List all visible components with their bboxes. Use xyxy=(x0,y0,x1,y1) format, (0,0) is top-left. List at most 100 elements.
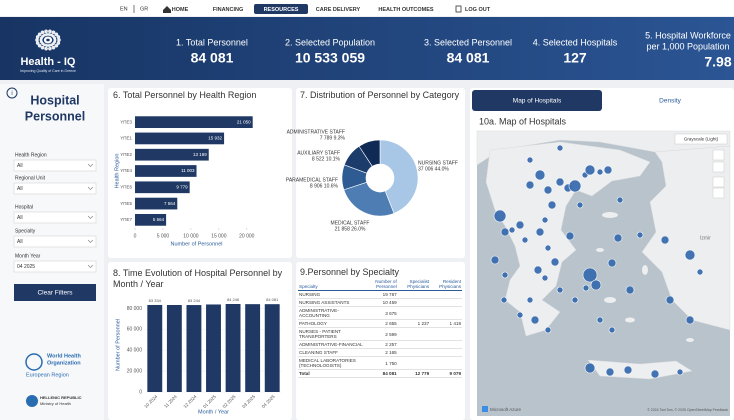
hospital-dot[interactable] xyxy=(607,258,617,268)
table-row: ADMINISTRATIVE-ACCOUNTING 3 675 xyxy=(298,306,462,320)
info-i: i xyxy=(11,91,12,97)
nav-item[interactable]: HEALTH OUTCOMES xyxy=(378,7,434,13)
hospital-dot[interactable] xyxy=(556,144,564,152)
pie-slice xyxy=(343,181,395,217)
hospital-dot[interactable] xyxy=(576,201,584,209)
hospital-dot[interactable] xyxy=(616,196,624,204)
hospital-dot[interactable] xyxy=(636,231,644,239)
clear-button-label: Clear Filters xyxy=(37,290,73,297)
hospital-dot[interactable] xyxy=(685,315,695,325)
logo-dot xyxy=(37,43,42,48)
map-tab[interactable]: Density xyxy=(659,98,681,105)
hospital-dot[interactable] xyxy=(568,179,582,193)
hospital-dot[interactable] xyxy=(535,227,545,237)
hospital-dot[interactable] xyxy=(665,295,675,305)
hospital-dot[interactable] xyxy=(676,368,684,376)
x-axis-title: Number of Personnel xyxy=(171,241,223,247)
nav-item[interactable]: CARE DELIVERY xyxy=(316,7,361,13)
hospital-dot[interactable] xyxy=(500,296,508,304)
hospital-dot[interactable] xyxy=(490,255,500,265)
hospital-dot[interactable] xyxy=(584,362,596,374)
hospital-dot[interactable] xyxy=(515,220,525,230)
lang-gr[interactable]: GR xyxy=(140,6,148,12)
hospital-dot[interactable] xyxy=(544,326,552,334)
hospital-dot[interactable] xyxy=(543,185,553,195)
hospital-dot[interactable] xyxy=(508,226,516,234)
map-control[interactable] xyxy=(712,187,725,199)
filter-dropdown[interactable] xyxy=(13,159,97,172)
hospital-dot[interactable] xyxy=(530,315,540,325)
table-cell: MEDICAL LABORATORIES (TECHNOLOGISTS) xyxy=(298,356,366,370)
lang-en[interactable]: EN xyxy=(120,6,128,12)
hospital-dot[interactable] xyxy=(556,286,564,294)
table-cell xyxy=(430,306,462,320)
map-control[interactable] xyxy=(712,149,725,161)
hospital-dot[interactable] xyxy=(565,231,575,241)
hospital-dot[interactable] xyxy=(608,326,616,334)
hospital-dot[interactable] xyxy=(696,268,704,276)
hospital-dot[interactable] xyxy=(596,316,604,324)
hospital-dot[interactable] xyxy=(500,227,510,237)
table-row: NURSES - PATIENT TRANSPORTERS 2 599 xyxy=(298,327,462,341)
nav-item[interactable]: RESOURCES xyxy=(264,7,299,13)
hospital-dot[interactable] xyxy=(541,274,549,282)
hospital-dot[interactable] xyxy=(550,257,560,267)
hospital-dot[interactable] xyxy=(541,216,549,224)
y-tick-label: ΥΠΕ7 xyxy=(120,217,132,222)
hospital-dot[interactable] xyxy=(571,296,579,304)
hospital-dot[interactable] xyxy=(582,284,590,292)
hospital-dot[interactable] xyxy=(544,244,552,252)
hospital-dot[interactable] xyxy=(605,367,615,377)
hospital-dot[interactable] xyxy=(590,279,602,291)
bar xyxy=(147,304,163,392)
style-label[interactable]: Grayscale (Light) xyxy=(684,137,719,142)
table-cell xyxy=(397,340,431,349)
hospital-dot[interactable] xyxy=(534,169,546,181)
slice-value: 8 522 10.1% xyxy=(312,156,341,162)
hospital-dot[interactable] xyxy=(603,165,613,175)
logo-dot xyxy=(35,35,40,39)
hospital-dot[interactable] xyxy=(501,271,509,279)
clear-button[interactable] xyxy=(14,284,96,301)
style-picker[interactable] xyxy=(674,133,728,145)
hospital-dot[interactable] xyxy=(613,233,623,243)
hospital-dot[interactable] xyxy=(521,236,529,244)
logout[interactable]: LOG OUT xyxy=(465,7,491,13)
hospital-dot[interactable] xyxy=(623,365,633,375)
value-label: 83 334 xyxy=(149,298,162,303)
hospital-dot[interactable] xyxy=(555,177,565,187)
hospital-dot[interactable] xyxy=(582,267,598,283)
tab-active[interactable] xyxy=(472,90,602,111)
hospital-dot[interactable] xyxy=(526,156,534,164)
hospital-dot[interactable] xyxy=(684,249,696,261)
filter-dropdown[interactable] xyxy=(13,182,97,195)
logo-dot xyxy=(54,43,59,48)
hospital-dot[interactable] xyxy=(516,311,524,319)
sidebar-title: Hospital xyxy=(30,93,79,107)
logo-dot xyxy=(57,38,61,42)
filter-dropdown[interactable] xyxy=(13,211,97,224)
map-control[interactable] xyxy=(712,176,725,188)
hospital-dot[interactable] xyxy=(596,168,604,176)
map-control[interactable] xyxy=(712,161,725,173)
hospital-dot[interactable] xyxy=(525,180,535,190)
hospital-dot[interactable] xyxy=(625,285,635,295)
nav-item[interactable]: FINANCING xyxy=(213,7,244,13)
nav-item[interactable]: HOME xyxy=(172,7,189,13)
hospital-dot[interactable] xyxy=(650,369,660,379)
hospital-dot[interactable] xyxy=(533,265,543,275)
hospital-dot[interactable] xyxy=(547,200,557,210)
total-row: Total 84 081 12 779 9 079 xyxy=(298,369,462,378)
nav-active xyxy=(254,4,308,14)
map-tab[interactable]: Map of Hospitals xyxy=(513,98,562,105)
hospital-dot[interactable] xyxy=(493,209,507,223)
bar xyxy=(225,304,241,392)
filter-dropdown[interactable] xyxy=(13,260,97,273)
hospital-dot[interactable] xyxy=(660,235,670,245)
slice-value: 7 789 9.3% xyxy=(320,135,346,141)
hospital-dot[interactable] xyxy=(584,164,596,176)
hospital-dot[interactable] xyxy=(526,296,534,304)
chevron xyxy=(87,264,94,268)
specialty-table: Specialty Number of Personnel Specialist P… xyxy=(298,278,462,378)
filter-dropdown[interactable] xyxy=(13,235,97,248)
